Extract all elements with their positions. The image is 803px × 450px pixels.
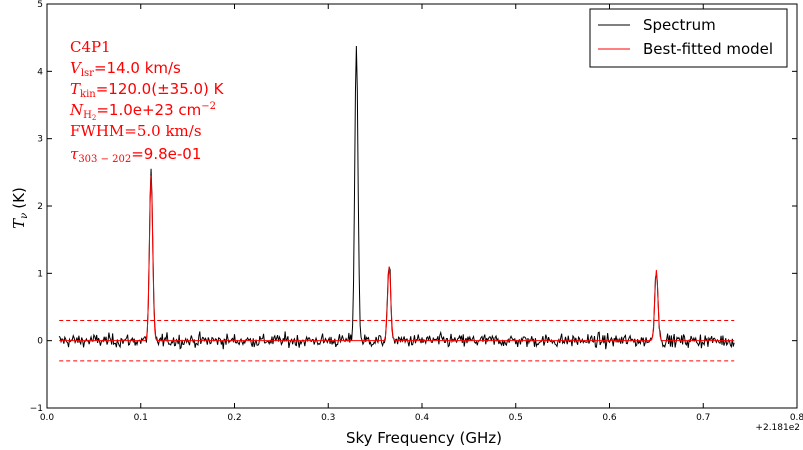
x-tick-label: 0.8 bbox=[790, 413, 803, 423]
vlsr-symbol: V bbox=[70, 59, 83, 77]
x-tick-label: 0.3 bbox=[321, 413, 335, 423]
svg-text:τ303 − 202=9.8e-01: τ303 − 202=9.8e-01 bbox=[70, 145, 201, 165]
y-tick-label: 1 bbox=[37, 269, 43, 279]
x-tick-label: 0.1 bbox=[134, 413, 148, 423]
threshold-lines bbox=[59, 319, 735, 362]
axis-ticks: 0.0 0.1 0.2 0.3 0.4 0.5 0.6 0.7 0.8 −1 0 1 2 3 4 5 bbox=[30, 0, 803, 423]
nh2-value: =1.0e+23 cm bbox=[96, 101, 201, 119]
legend-model-label: Best-fitted model bbox=[643, 40, 773, 58]
svg-text:NH2=1.0e+23 cm−2: NH2=1.0e+23 cm−2 bbox=[69, 101, 216, 122]
tkin-sub: kin bbox=[80, 89, 96, 100]
y-label-sub: ν bbox=[19, 213, 30, 219]
legend-spectrum-label: Spectrum bbox=[643, 16, 716, 34]
vlsr-value: =14.0 km/s bbox=[94, 59, 181, 77]
nh2-symbol: N bbox=[69, 101, 84, 119]
series-group bbox=[58, 45, 735, 350]
x-axis-label: Sky Frequency (GHz) bbox=[346, 429, 502, 447]
y-tick-label: 5 bbox=[37, 0, 43, 10]
tau-sub: 303 − 202 bbox=[78, 154, 131, 165]
svg-text:Vlsr=14.0 km/s: Vlsr=14.0 km/s bbox=[70, 59, 181, 79]
legend: Spectrum Best-fitted model bbox=[589, 8, 788, 68]
y-axis-label: Tν (K) bbox=[10, 187, 30, 229]
legend-box bbox=[589, 8, 788, 68]
model-line bbox=[59, 175, 735, 342]
spectrum-line bbox=[58, 45, 735, 350]
vlsr-sub: lsr bbox=[81, 68, 94, 79]
x-offset-label: +2.181e2 bbox=[755, 423, 800, 433]
x-tick-label: 0.2 bbox=[227, 413, 241, 423]
tau-symbol: τ bbox=[70, 145, 79, 163]
y-label-unit: (K) bbox=[10, 187, 28, 209]
nh2-sub: H bbox=[83, 110, 92, 121]
y-label-symbol: T bbox=[10, 218, 28, 229]
y-tick-label: 4 bbox=[37, 67, 43, 77]
tkin-symbol: T bbox=[70, 80, 81, 98]
x-tick-label: 0.5 bbox=[509, 413, 523, 423]
y-tick-label: 0 bbox=[37, 337, 43, 347]
y-tick-label: 3 bbox=[37, 135, 43, 145]
y-tick-label: −1 bbox=[30, 404, 43, 414]
fwhm-text: FWHM=5.0 km/s bbox=[70, 122, 202, 140]
fit-annotation: C4P1 Vlsr=14.0 km/s Tkin=120.0(±35.0) K … bbox=[69, 38, 225, 165]
svg-text:Tkin=120.0(±35.0) K: Tkin=120.0(±35.0) K bbox=[70, 80, 225, 100]
x-tick-label: 0.4 bbox=[415, 413, 430, 423]
nh2-subsub: 2 bbox=[92, 114, 96, 122]
x-tick-label: 0.6 bbox=[602, 413, 617, 423]
source-name: C4P1 bbox=[70, 38, 111, 56]
nh2-sup: −2 bbox=[201, 101, 216, 112]
x-tick-label: 0.0 bbox=[40, 413, 55, 423]
y-tick-label: 2 bbox=[37, 202, 43, 212]
x-tick-label: 0.7 bbox=[696, 413, 710, 423]
tkin-value: =120.0(±35.0) K bbox=[96, 80, 225, 98]
tau-value: =9.8e-01 bbox=[131, 145, 201, 163]
svg-text:Tν(K): Tν (K) bbox=[10, 187, 30, 229]
